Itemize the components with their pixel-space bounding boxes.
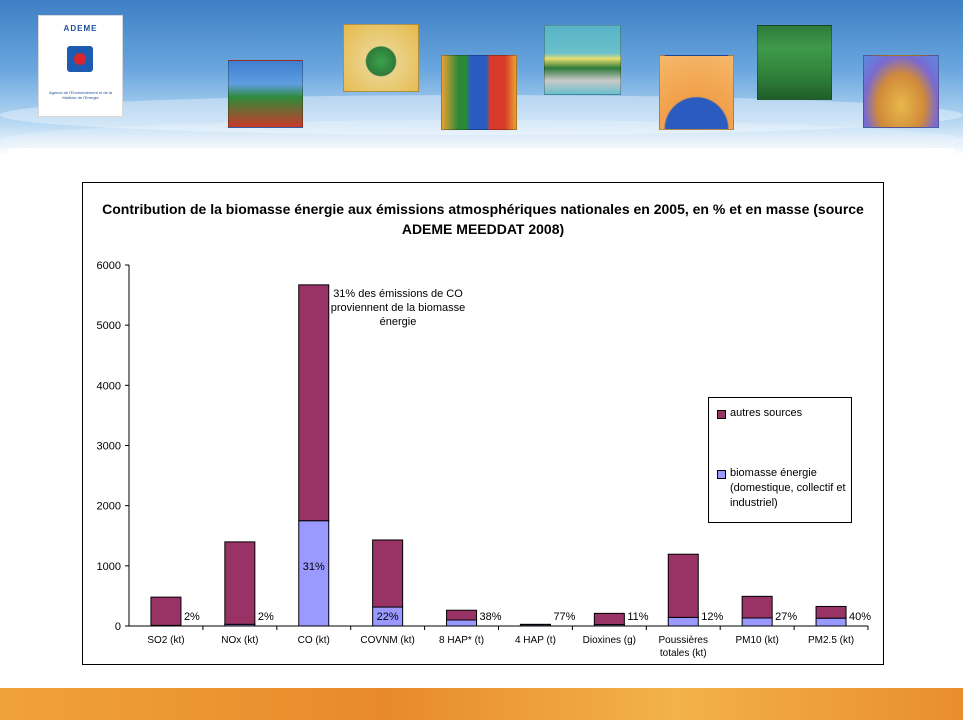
bar-biomasse-energie — [815, 617, 847, 627]
bar-chart: 0 1000 2000 3000 4000 5000 6000 2% SO2 (kt) 2% NOx… — [97, 260, 872, 659]
bar-percent-label: 2% — [184, 611, 200, 623]
y-tick-label: 0 — [115, 621, 121, 633]
x-category-label: 8 HAP* (t) — [439, 635, 484, 646]
x-category-label: SO2 (kt) — [147, 635, 184, 646]
x-category-label: totales (kt) — [660, 648, 707, 659]
thermometer-globe-painting-thumbnail — [659, 55, 734, 130]
bowl-painting-thumbnail — [343, 24, 419, 92]
bar-autres-sources — [593, 612, 625, 626]
x-category-label: Poussières — [659, 635, 708, 646]
bar-percent-label: 22% — [377, 611, 399, 623]
logo-name: ADEME — [63, 24, 98, 33]
bar-autres-sources — [298, 284, 330, 522]
bar-autres-sources — [741, 595, 773, 619]
wind-turbines-painting-thumbnail — [757, 25, 832, 100]
bar-autres-sources — [815, 605, 847, 619]
x-category-label: CO (kt) — [298, 635, 330, 646]
y-tick-label: 6000 — [97, 260, 121, 272]
bar-percent-label: 38% — [480, 611, 502, 623]
legend-label-autres-sources: autres sources — [730, 407, 803, 419]
bar-autres-sources — [150, 596, 182, 626]
village-painting-thumbnail — [863, 55, 939, 128]
bar-biomasse-energie — [446, 619, 478, 627]
x-category-label: PM10 (kt) — [735, 635, 778, 646]
y-tick-label: 5000 — [97, 320, 121, 332]
bar-percent-label: 31% — [303, 561, 325, 573]
y-tick-label: 1000 — [97, 561, 121, 573]
bar-autres-sources — [224, 541, 256, 625]
bottom-band — [0, 688, 963, 720]
x-category-label: Dioxines (g) — [583, 635, 636, 646]
x-category-label: COVNM (kt) — [360, 635, 414, 646]
legend-swatch-autres-sources — [717, 410, 726, 419]
bar-biomasse-energie — [667, 616, 699, 627]
bar-autres-sources — [372, 539, 404, 608]
bar-percent-label: 77% — [553, 611, 575, 623]
bar-percent-label: 2% — [258, 611, 274, 623]
bar-percent-label: 12% — [701, 611, 723, 623]
chart-frame: Contribution de la biomasse énergie aux … — [82, 182, 884, 665]
forest-painting-thumbnail — [228, 60, 303, 128]
bar-biomasse-energie — [741, 617, 773, 627]
legend-item-autres-sources: autres sources — [717, 406, 802, 421]
y-tick-label: 3000 — [97, 441, 121, 453]
legend-item-biomasse-energie: biomasse énergie (domestique, collectif … — [717, 466, 849, 511]
chart-annotation: 31% des émissions de CO proviennent de l… — [330, 288, 466, 328]
x-category-label: PM2.5 (kt) — [808, 635, 854, 646]
ademe-logo: ADEME Agence de l'Environnement et de la… — [38, 15, 123, 117]
legend-label-biomasse-energie: biomasse énergie (domestique, collectif … — [730, 467, 846, 509]
bar-percent-label: 27% — [775, 611, 797, 623]
train-painting-thumbnail — [544, 25, 621, 95]
y-tick-label: 2000 — [97, 501, 121, 513]
legend-swatch-biomasse-energie — [717, 470, 726, 479]
x-category-label: 4 HAP (t) — [515, 635, 556, 646]
logo-mark-icon — [67, 46, 93, 72]
chart-title: Contribution de la biomasse énergie aux … — [102, 201, 864, 237]
recycling-bins-painting-thumbnail — [441, 55, 517, 130]
y-tick-label: 4000 — [97, 380, 121, 392]
bar-percent-label: 40% — [849, 611, 871, 623]
logo-tagline: Agence de l'Environnement et de la Maîtr… — [48, 90, 113, 100]
bar-autres-sources — [667, 553, 699, 618]
bar-biomasse-energie — [298, 520, 330, 627]
chart-legend: autres sources biomasse énergie (domesti… — [708, 397, 852, 523]
bar-percent-label: 11% — [627, 611, 648, 623]
bar-autres-sources — [446, 609, 478, 621]
x-category-label: NOx (kt) — [221, 635, 258, 646]
